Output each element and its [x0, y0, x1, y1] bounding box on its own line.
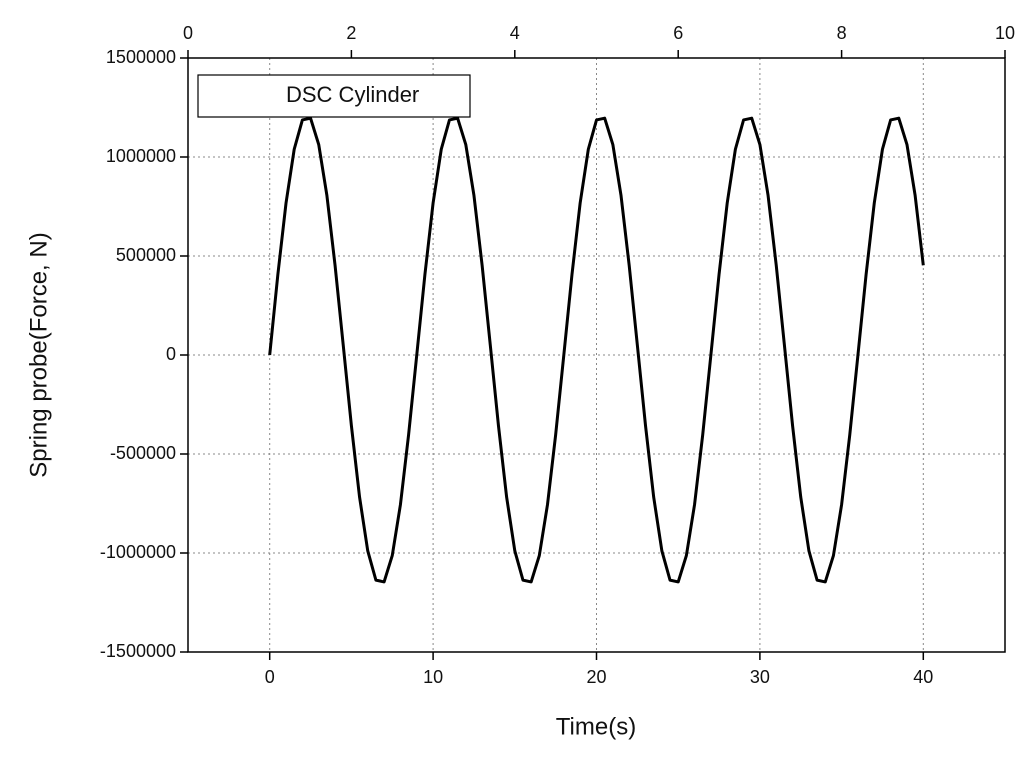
- y-tick-label: 0: [166, 344, 176, 364]
- x-tick-label: 20: [586, 667, 606, 687]
- x2-tick-label: 4: [510, 23, 520, 43]
- x2-tick-label: 10: [995, 23, 1015, 43]
- y-tick-label: 1000000: [106, 146, 176, 166]
- x-tick-label: 30: [750, 667, 770, 687]
- y-tick-label: -1500000: [100, 641, 176, 661]
- x-axis-title: Time(s): [556, 713, 636, 740]
- y-tick-label: 500000: [116, 245, 176, 265]
- x-tick-label: 10: [423, 667, 443, 687]
- y-tick-label: -1000000: [100, 542, 176, 562]
- y-axis-title: Spring probe(Force, N): [25, 232, 52, 477]
- x-tick-label: 40: [913, 667, 933, 687]
- x2-tick-label: 2: [346, 23, 356, 43]
- y-tick-label: -500000: [110, 443, 176, 463]
- x-tick-label: 0: [265, 667, 275, 687]
- x2-tick-label: 6: [673, 23, 683, 43]
- x2-tick-label: 8: [837, 23, 847, 43]
- legend-label: DSC Cylinder: [286, 82, 419, 107]
- y-tick-label: 1500000: [106, 47, 176, 67]
- data-line: [268, 116, 925, 584]
- plot-frame: [187, 57, 1006, 653]
- x2-tick-label: 0: [183, 23, 193, 43]
- legend-box: [197, 74, 471, 118]
